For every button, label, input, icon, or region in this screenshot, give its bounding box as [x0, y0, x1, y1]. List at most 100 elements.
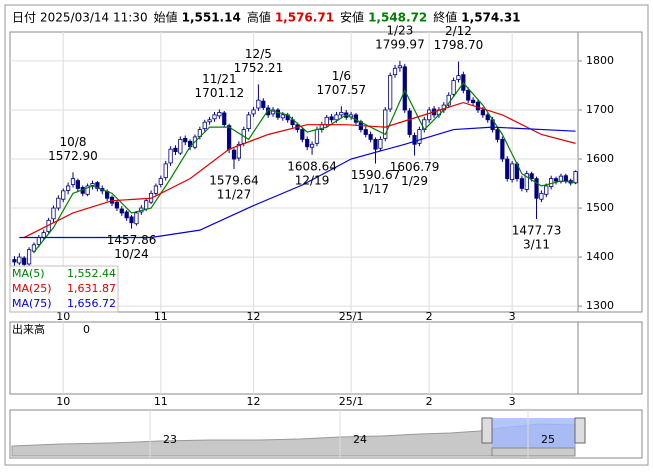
- header-label: 安値: [340, 10, 364, 25]
- annotation-date: 3/11: [523, 237, 550, 251]
- annotation-date: 1/29: [401, 174, 428, 188]
- candle-body: [505, 158, 510, 180]
- legend-box: [9, 265, 119, 313]
- legend-value: 1,552.44: [67, 267, 116, 280]
- candle-body: [373, 138, 378, 150]
- candle-body: [256, 99, 261, 109]
- legend-name: MA(25): [12, 282, 52, 295]
- candle-body: [212, 114, 217, 120]
- candle-body: [236, 143, 241, 159]
- candle-body: [144, 200, 149, 210]
- candle-body: [90, 183, 95, 186]
- candle-body: [524, 173, 529, 190]
- ma-line: [19, 126, 576, 239]
- candle-body: [22, 257, 27, 265]
- annotation-value: 1701.12: [195, 86, 245, 100]
- candle-body: [363, 129, 368, 135]
- candle-body: [529, 173, 534, 180]
- y-tick-label: 1800: [586, 54, 614, 67]
- candle-body: [85, 185, 90, 195]
- candle-body: [280, 114, 285, 119]
- candle-body: [329, 116, 334, 121]
- navigator-handle-right[interactable]: [574, 417, 586, 444]
- x-tick-label: 25/1: [339, 395, 364, 408]
- candle-body: [275, 109, 281, 118]
- candle-body: [388, 75, 393, 110]
- x-tick-label: 10: [56, 310, 70, 323]
- candle-body: [56, 197, 61, 209]
- ma-line: [23, 101, 576, 239]
- navigator-label: 25: [541, 433, 555, 446]
- navigator-label: 24: [353, 433, 367, 446]
- candle-body: [451, 80, 456, 95]
- legend-value: 1,631.87: [67, 282, 116, 295]
- annotation-value: 1752.21: [234, 61, 284, 75]
- legend-name: MA(5): [12, 267, 45, 280]
- scrollbar[interactable]: [491, 447, 576, 457]
- candle-body: [173, 147, 178, 153]
- candle-body: [61, 190, 66, 200]
- header-value: 2025/03/14 11:30: [40, 11, 148, 25]
- annotation-date: 11/27: [217, 187, 252, 201]
- annotation-value: 1590.67: [351, 168, 401, 182]
- candle-body: [178, 138, 183, 154]
- candle-body: [26, 249, 32, 265]
- candle-body: [417, 129, 422, 144]
- candle-body: [549, 178, 554, 187]
- annotation-value: 1608.64: [287, 159, 337, 173]
- legend-name: MA(75): [12, 297, 52, 310]
- annotation-date: 10/24: [114, 247, 149, 261]
- annotation-value: 1606.79: [390, 160, 440, 174]
- candle-body: [495, 129, 500, 140]
- annotation-date: 10/8: [60, 135, 87, 149]
- candle-body: [466, 89, 471, 101]
- candle-body: [300, 129, 305, 140]
- candle-body: [383, 109, 388, 139]
- candle-body: [475, 101, 481, 111]
- candle-body: [500, 138, 505, 160]
- candle-body: [305, 138, 310, 148]
- candle-body: [378, 138, 383, 149]
- candle-body: [553, 178, 559, 182]
- annotation-value: 1457.86: [107, 233, 157, 247]
- candle-body: [222, 112, 227, 126]
- candle-body: [183, 138, 188, 143]
- candle-body: [324, 116, 329, 126]
- candle-body: [114, 201, 120, 209]
- volume-panel: [9, 321, 643, 395]
- candle-body: [153, 185, 159, 194]
- candle-body: [539, 192, 544, 200]
- candle-body: [314, 129, 320, 144]
- candle-body: [334, 114, 339, 121]
- candle-body: [392, 67, 398, 76]
- candle-body: [202, 121, 207, 130]
- candle-body: [563, 175, 568, 182]
- volume-value: 0: [83, 323, 90, 336]
- header-value: 1,576.71: [275, 11, 334, 25]
- header-label: 終値: [433, 10, 457, 25]
- candle-body: [402, 66, 407, 111]
- annotation-value: 1477.73: [512, 223, 562, 237]
- candle-body: [12, 259, 17, 263]
- candle-body: [70, 178, 76, 185]
- navigator-handle-left[interactable]: [481, 417, 493, 444]
- x-tick-label: 10: [56, 395, 70, 408]
- candle-body: [17, 256, 22, 264]
- candle-body: [36, 237, 41, 245]
- candle-body: [124, 211, 129, 219]
- annotation-value: 1707.57: [317, 83, 367, 97]
- header-value: 1,551.14: [182, 11, 241, 25]
- annotation-date: 12/5: [245, 47, 272, 61]
- annotation-date: 1/23: [386, 23, 413, 37]
- candle-body: [519, 178, 524, 189]
- y-tick-label: 1300: [586, 299, 614, 312]
- annotation-date: 11/21: [202, 72, 237, 86]
- annotation-date: 1/6: [332, 69, 351, 83]
- x-tick-label: 2: [426, 395, 433, 408]
- x-tick-label: 12: [247, 395, 261, 408]
- candle-body: [339, 112, 344, 116]
- x-tick-label: 3: [509, 310, 516, 323]
- candle-body: [163, 163, 168, 179]
- candle-body: [412, 135, 417, 145]
